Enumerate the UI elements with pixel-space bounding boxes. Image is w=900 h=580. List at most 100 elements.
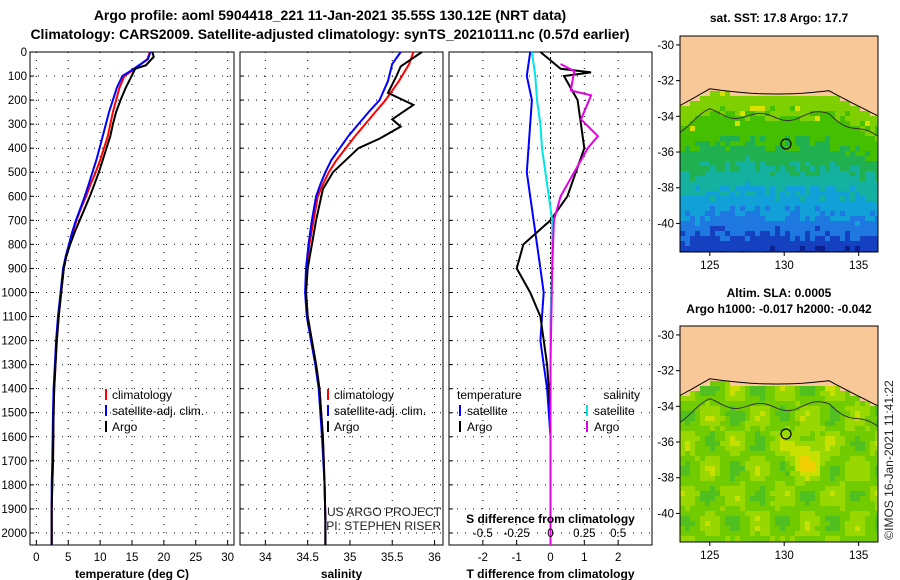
map-cell xyxy=(685,151,690,156)
map-cell xyxy=(710,501,715,506)
x-tick-label: 2 xyxy=(615,552,621,564)
map-cell xyxy=(710,181,715,186)
map-cell xyxy=(775,226,780,231)
map-cell xyxy=(815,481,820,486)
map-cell xyxy=(690,231,695,236)
map-cell xyxy=(770,441,775,446)
map-cell xyxy=(845,111,850,116)
map-cell xyxy=(755,496,760,501)
map-cell xyxy=(820,451,825,456)
map-cell xyxy=(845,441,850,446)
map-cell xyxy=(825,456,830,461)
map-cell xyxy=(860,426,865,431)
map-cell xyxy=(695,426,700,431)
map-cell xyxy=(785,156,790,161)
map-cell xyxy=(845,181,850,186)
x-tick-label: 34 xyxy=(259,552,272,564)
map-cell xyxy=(860,151,865,156)
map-cell xyxy=(745,421,750,426)
map-cell xyxy=(715,216,720,221)
map-cell xyxy=(705,191,710,196)
map-cell xyxy=(840,516,845,521)
map-cell xyxy=(775,141,780,146)
map-cell xyxy=(735,141,740,146)
map-cell xyxy=(730,141,735,146)
map-cell xyxy=(835,481,840,486)
map-cell xyxy=(835,486,840,491)
map-cell xyxy=(780,181,785,186)
map-cell xyxy=(800,161,805,166)
map-cell xyxy=(815,106,820,111)
map-cell xyxy=(680,456,685,461)
map-cell xyxy=(825,491,830,496)
map-cell xyxy=(855,151,860,156)
map-cell xyxy=(815,226,820,231)
map-cell xyxy=(875,206,878,211)
map-cell xyxy=(875,476,878,481)
map-cell xyxy=(695,516,700,521)
map-cell xyxy=(730,421,735,426)
map-cell xyxy=(810,456,815,461)
map-cell xyxy=(760,481,765,486)
map-cell xyxy=(855,451,860,456)
map-cell xyxy=(695,156,700,161)
map-cell xyxy=(855,216,860,221)
map-cell xyxy=(760,496,765,501)
map-cell xyxy=(800,476,805,481)
map-cell xyxy=(870,511,875,516)
map-cell xyxy=(705,486,710,491)
map-cell xyxy=(850,536,855,541)
map-cell xyxy=(725,246,730,251)
map-cell xyxy=(790,536,795,541)
map-cell xyxy=(765,136,770,141)
map-cell xyxy=(760,156,765,161)
map-cell xyxy=(720,206,725,211)
map-cell xyxy=(790,136,795,141)
map-cell xyxy=(770,131,775,136)
map-cell xyxy=(700,156,705,161)
map-cell xyxy=(735,201,740,206)
map-cell xyxy=(695,411,700,416)
map-cell xyxy=(710,196,715,201)
map-cell xyxy=(855,141,860,146)
map-cell xyxy=(715,421,720,426)
map-cell xyxy=(820,111,825,116)
map-cell xyxy=(780,536,785,541)
map-cell xyxy=(780,151,785,156)
map-cell xyxy=(795,111,800,116)
map-cell xyxy=(710,91,715,96)
map-cell xyxy=(825,466,830,471)
map-cell xyxy=(730,126,735,131)
map-cell xyxy=(730,461,735,466)
map-cell xyxy=(735,401,740,406)
map-cell xyxy=(695,486,700,491)
map-cell xyxy=(740,426,745,431)
map-cell xyxy=(840,136,845,141)
map-cell xyxy=(740,421,745,426)
map-cell xyxy=(830,536,835,541)
map-cell xyxy=(765,406,770,411)
map-cell xyxy=(795,181,800,186)
map-cell xyxy=(760,146,765,151)
map-cell xyxy=(725,191,730,196)
map-cell xyxy=(805,461,810,466)
map-cell xyxy=(700,396,705,401)
map-cell xyxy=(835,506,840,511)
map-cell xyxy=(820,241,825,246)
map-cell xyxy=(685,166,690,171)
map-cell xyxy=(705,136,710,141)
map-cell xyxy=(775,136,780,141)
map-cell xyxy=(830,496,835,501)
map-cell xyxy=(685,511,690,516)
map-cell xyxy=(830,111,835,116)
map-cell xyxy=(800,481,805,486)
map-cell xyxy=(765,481,770,486)
map-cell xyxy=(780,231,785,236)
map-cell xyxy=(775,131,780,136)
map-cell xyxy=(810,461,815,466)
map-cell xyxy=(750,101,755,106)
map-cell xyxy=(750,426,755,431)
map-cell xyxy=(790,406,795,411)
map-cell xyxy=(845,246,850,251)
map-cell xyxy=(685,216,690,221)
